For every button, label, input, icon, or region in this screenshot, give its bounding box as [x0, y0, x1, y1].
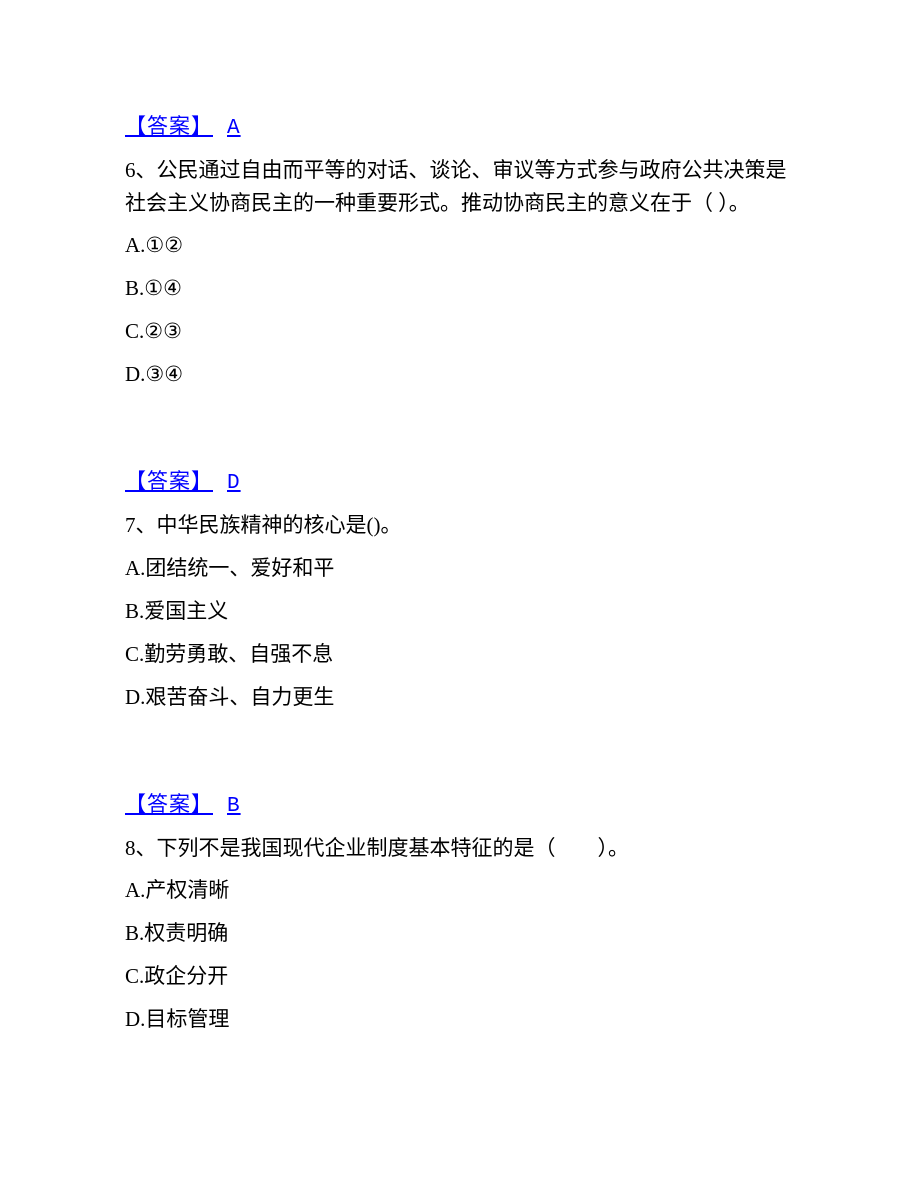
answer-value: B: [227, 795, 241, 818]
question-8-option-a: A.产权清晰: [125, 880, 800, 901]
answer-q5: 【答案】 A: [125, 110, 800, 140]
question-6-option-c: C.②③: [125, 321, 800, 342]
question-7-option-a: A.团结统一、爱好和平: [125, 558, 800, 579]
question-6-block: 6、公民通过自由而平等的对话、谈论、审议等方式参与政府公共决策是社会主义协商民主…: [125, 154, 800, 385]
question-8-option-c: C.政企分开: [125, 966, 800, 987]
question-7-option-b: B.爱国主义: [125, 601, 800, 622]
question-6-text: 6、公民通过自由而平等的对话、谈论、审议等方式参与政府公共决策是社会主义协商民主…: [125, 154, 800, 219]
question-8-option-b: B.权责明确: [125, 923, 800, 944]
question-6-option-d: D.③④: [125, 364, 800, 385]
answer-label: 【答案】: [125, 792, 213, 816]
answer-value: A: [227, 117, 241, 140]
question-7-text: 7、中华民族精神的核心是()。: [125, 509, 800, 542]
question-6-option-b: B.①④: [125, 278, 800, 299]
question-8-block: 8、下列不是我国现代企业制度基本特征的是（ ）。 A.产权清晰 B.权责明确 C…: [125, 832, 800, 1031]
question-7-block: 7、中华民族精神的核心是()。 A.团结统一、爱好和平 B.爱国主义 C.勤劳勇…: [125, 509, 800, 708]
answer-label: 【答案】: [125, 114, 213, 138]
question-6-option-a: A.①②: [125, 235, 800, 256]
question-8-text: 8、下列不是我国现代企业制度基本特征的是（ ）。: [125, 832, 800, 865]
question-7-option-d: D.艰苦奋斗、自力更生: [125, 687, 800, 708]
answer-label: 【答案】: [125, 469, 213, 493]
question-8-option-d: D.目标管理: [125, 1009, 800, 1030]
answer-q7: 【答案】 B: [125, 788, 800, 818]
question-7-option-c: C.勤劳勇敢、自强不息: [125, 644, 800, 665]
answer-value: D: [227, 472, 241, 495]
answer-q6: 【答案】 D: [125, 465, 800, 495]
